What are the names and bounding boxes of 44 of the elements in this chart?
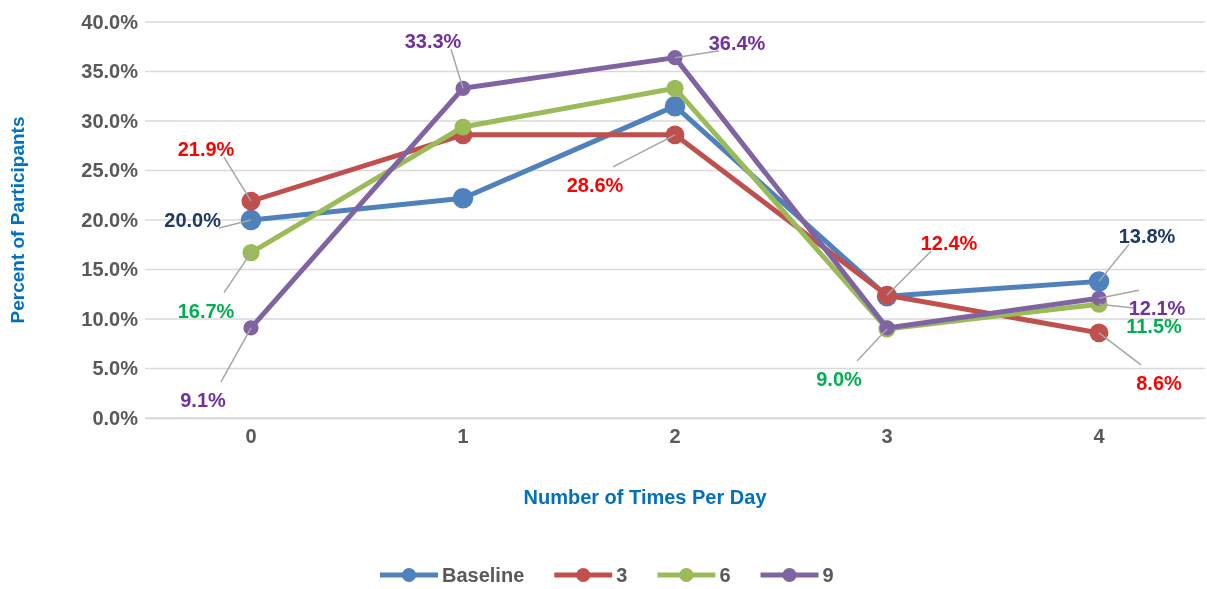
- data-label: 33.3%: [404, 30, 462, 53]
- x-axis-title: Number of Times Per Day: [523, 486, 768, 508]
- y-tick-label: 0.0%: [92, 406, 139, 429]
- data-label: 12.4%: [920, 232, 978, 255]
- y-tick-label: 40.0%: [81, 10, 139, 33]
- x-tick-label: 1: [457, 425, 469, 447]
- y-tick-label: 5.0%: [92, 357, 139, 380]
- y-axis-title: Percent of Participants: [7, 116, 28, 324]
- legend-label: 3: [616, 564, 628, 586]
- data-label: 13.8%: [1118, 225, 1176, 248]
- x-tick-label: 4: [1093, 425, 1106, 447]
- point: [667, 50, 683, 66]
- x-tick-label: 0: [245, 425, 257, 447]
- legend-label: 9: [822, 564, 834, 586]
- point: [454, 118, 472, 136]
- point: [666, 79, 684, 97]
- x-tick-label: 2: [669, 425, 681, 447]
- y-tick-label: 30.0%: [81, 109, 139, 132]
- y-tick-label: 20.0%: [81, 208, 139, 231]
- data-label: 16.7%: [177, 299, 235, 322]
- y-tick-label: 15.0%: [81, 258, 139, 281]
- legend-label: 6: [719, 564, 731, 586]
- data-label: 8.6%: [1136, 371, 1183, 394]
- point: [1089, 323, 1109, 343]
- data-label: 21.9%: [177, 138, 235, 161]
- point: [455, 80, 471, 96]
- y-tick-label: 35.0%: [81, 60, 139, 83]
- data-label: 28.6%: [566, 173, 624, 196]
- data-label: 36.4%: [708, 31, 766, 54]
- legend-label: Baseline: [442, 564, 525, 586]
- point: [242, 244, 260, 262]
- y-tick-label: 10.0%: [81, 307, 139, 330]
- data-label: 20.0%: [164, 209, 222, 231]
- point: [243, 320, 259, 336]
- y-tick-label: 25.0%: [81, 159, 139, 182]
- data-label: 9.0%: [816, 367, 863, 390]
- x-tick-label: 3: [881, 425, 893, 447]
- point: [1088, 271, 1110, 292]
- point: [664, 95, 686, 117]
- point: [241, 191, 261, 211]
- point: [665, 125, 685, 145]
- point: [240, 209, 262, 231]
- point: [452, 187, 474, 209]
- data-label: 9.1%: [180, 388, 227, 411]
